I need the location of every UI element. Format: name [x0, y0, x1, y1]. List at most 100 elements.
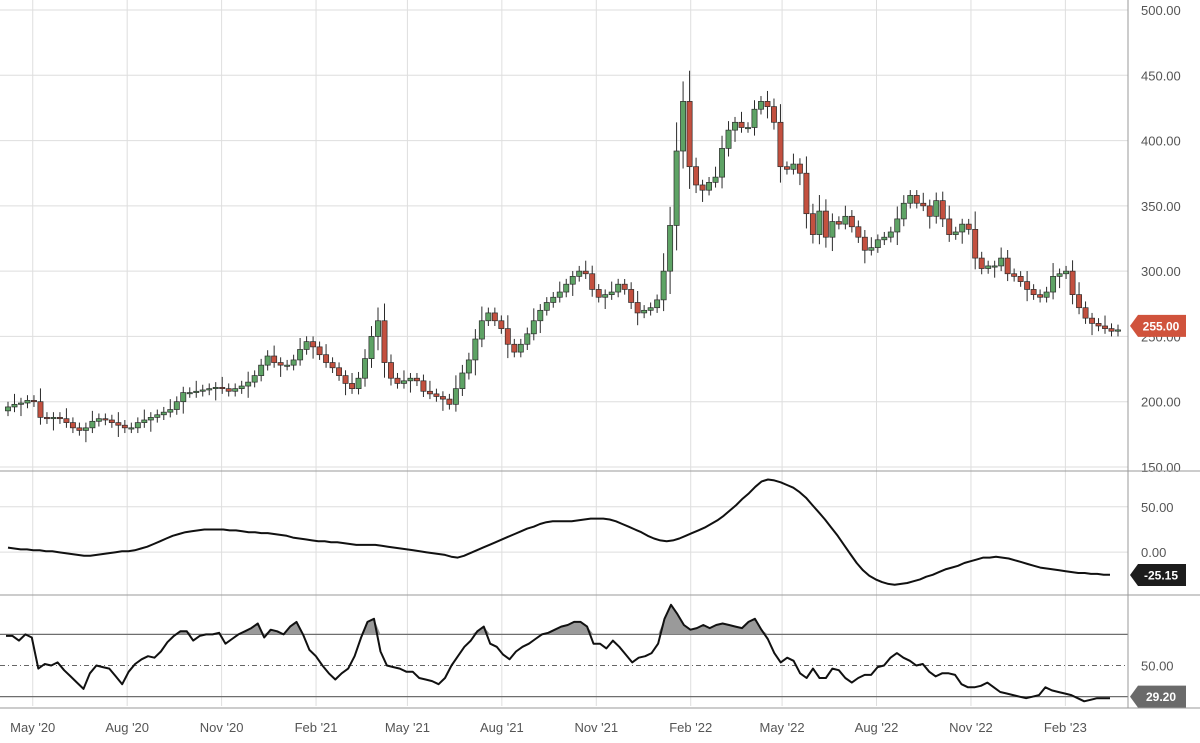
candle [738, 111, 745, 133]
candle [1037, 289, 1044, 303]
rsi-overbought-fill [283, 621, 303, 635]
candle [225, 383, 232, 397]
candle [530, 308, 537, 341]
candle [206, 383, 213, 396]
candle [673, 122, 680, 251]
candle [329, 357, 336, 373]
candle [868, 237, 875, 256]
candle [212, 382, 219, 401]
candle [362, 349, 368, 387]
candle [855, 220, 862, 243]
candle [115, 412, 122, 437]
candle [693, 157, 700, 194]
candle [452, 375, 459, 412]
candle [355, 371, 362, 395]
candle [413, 372, 420, 387]
price-tick-label: 400.00 [1141, 134, 1181, 149]
candle [381, 303, 388, 378]
candle [537, 304, 544, 334]
candle [82, 422, 89, 443]
candle [894, 206, 901, 246]
candle [504, 315, 511, 359]
candle [1050, 263, 1057, 300]
candle [972, 211, 979, 270]
candle [861, 230, 868, 264]
candle [199, 384, 206, 397]
rsi-overbought-fill [541, 621, 594, 635]
candle [56, 412, 63, 424]
candle [699, 179, 706, 202]
candle [108, 414, 115, 428]
candle [1089, 312, 1095, 336]
candle [323, 344, 330, 368]
candle [336, 362, 343, 381]
vertical-gridlines [32, 0, 1066, 706]
candle [498, 315, 505, 334]
candle [991, 260, 998, 278]
candle [634, 290, 641, 326]
candle [1011, 268, 1018, 282]
candle [796, 158, 803, 186]
last-value-badges: 255.00 -25.15 29.20 [1130, 314, 1186, 708]
candle [511, 338, 518, 358]
candle [433, 388, 440, 402]
candle [563, 278, 570, 298]
candle [654, 294, 661, 313]
candle [69, 417, 76, 434]
candle [667, 206, 674, 294]
candle [517, 338, 524, 358]
candle [465, 352, 472, 380]
candle [965, 218, 972, 235]
candle [5, 401, 11, 417]
date-tick-label: Nov '20 [200, 720, 244, 735]
price-tick-label: 200.00 [1141, 395, 1181, 410]
candle [426, 380, 433, 400]
candle [978, 251, 985, 275]
candle [913, 190, 920, 209]
rsi-line [6, 603, 1110, 703]
price-tick-label: 500.00 [1141, 3, 1181, 18]
candle [524, 327, 531, 351]
date-tick-label: Aug '21 [480, 720, 524, 735]
candle [874, 234, 881, 253]
candle [446, 393, 453, 410]
candle [219, 376, 226, 394]
candle [277, 357, 284, 377]
candle [816, 195, 823, 245]
candle [926, 199, 933, 229]
candle [939, 191, 946, 228]
candle [835, 216, 842, 230]
candle [615, 278, 622, 298]
candle [121, 419, 128, 434]
candle [602, 289, 609, 310]
candle [907, 190, 914, 209]
candle [24, 395, 31, 409]
candle [459, 364, 466, 396]
candle [758, 96, 764, 115]
candle [822, 199, 829, 248]
candle [790, 153, 797, 175]
price-gridlines [0, 9, 1128, 468]
candle [368, 326, 375, 368]
date-tick-label: May '20 [10, 720, 55, 735]
candle [95, 413, 102, 427]
candle [284, 359, 291, 371]
candle [180, 386, 187, 414]
candle [1063, 265, 1070, 279]
date-tick-label: Nov '21 [574, 720, 618, 735]
candle [297, 337, 304, 366]
candle [842, 205, 849, 230]
candle [887, 226, 894, 243]
candle [394, 372, 401, 389]
candle [751, 100, 758, 136]
candle [725, 121, 732, 157]
date-tick-label: Feb '21 [295, 720, 338, 735]
candle [271, 345, 278, 368]
candle [472, 329, 479, 376]
oscillator-tick-label: 0.00 [1141, 545, 1166, 560]
candlestick-series [5, 70, 1121, 443]
candle [264, 350, 271, 371]
panel-dividers [0, 0, 1200, 709]
candle [1076, 282, 1083, 315]
date-tick-label: Nov '22 [949, 720, 993, 735]
